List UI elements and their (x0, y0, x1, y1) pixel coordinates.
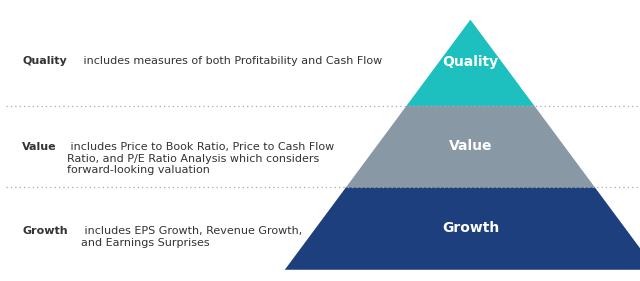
Text: Growth: Growth (442, 221, 499, 235)
Text: includes Price to Book Ratio, Price to Cash Flow
Ratio, and P/E Ratio Analysis w: includes Price to Book Ratio, Price to C… (67, 142, 334, 175)
Text: Quality: Quality (22, 56, 67, 66)
Text: Value: Value (449, 139, 492, 153)
Text: Value: Value (22, 142, 57, 152)
Text: Growth: Growth (22, 226, 68, 236)
Polygon shape (285, 187, 640, 270)
Polygon shape (346, 106, 595, 187)
Text: Quality: Quality (442, 55, 499, 69)
Polygon shape (406, 20, 534, 106)
Text: includes measures of both Profitability and Cash Flow: includes measures of both Profitability … (80, 56, 382, 66)
Text: includes EPS Growth, Revenue Growth,
and Earnings Surprises: includes EPS Growth, Revenue Growth, and… (81, 226, 303, 248)
